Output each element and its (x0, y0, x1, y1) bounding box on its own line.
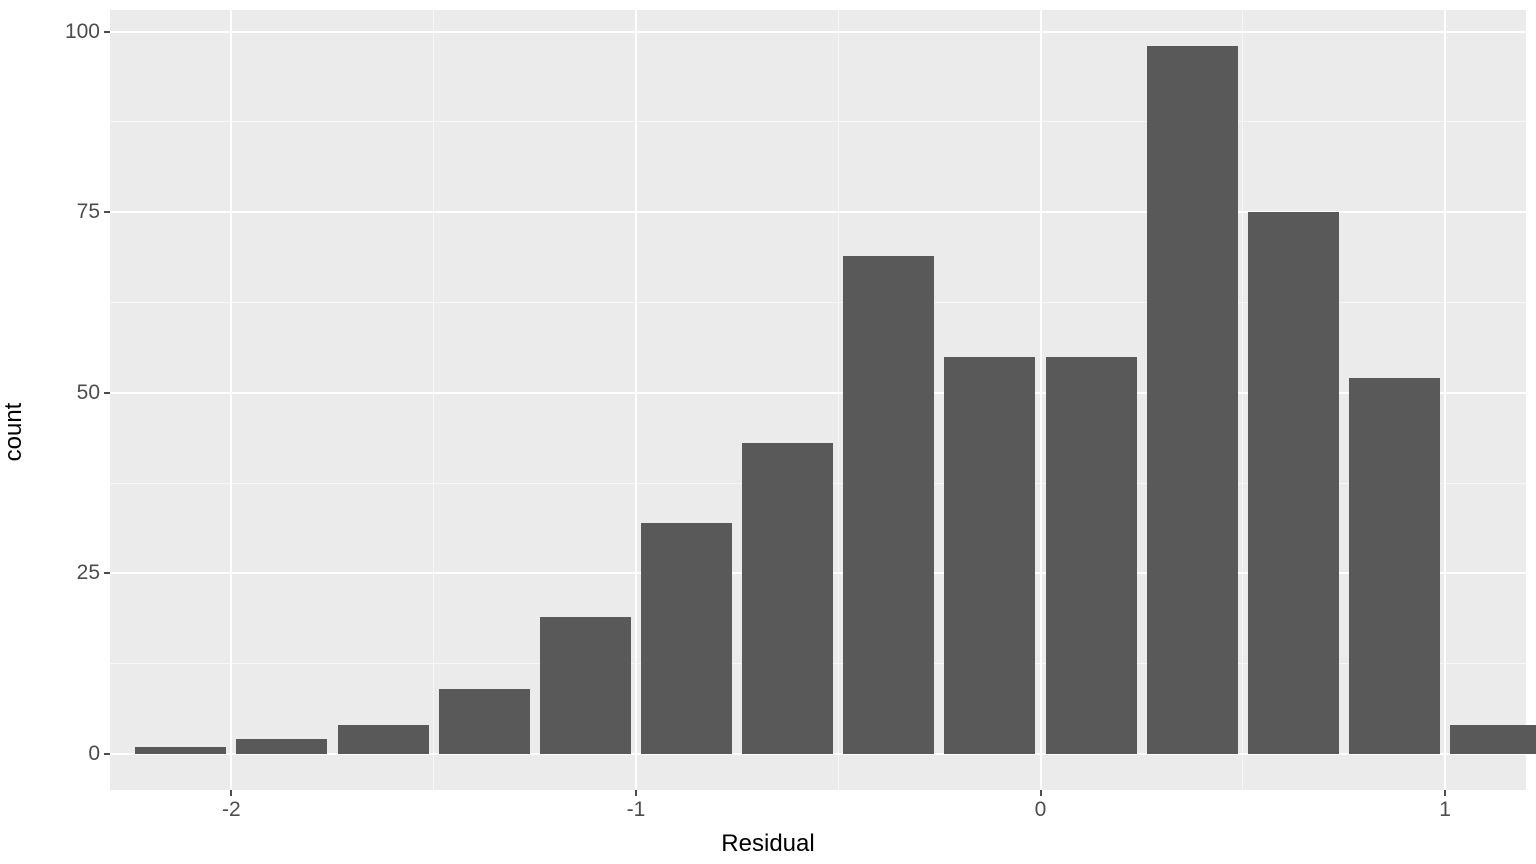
histogram-bar (1349, 378, 1440, 754)
y-tick-label: 50 (77, 381, 100, 405)
grid-minor-v (838, 10, 839, 790)
histogram-bar (338, 725, 429, 754)
y-tick-label: 100 (65, 20, 100, 44)
histogram-bar (944, 357, 1035, 754)
grid-minor-v (433, 10, 434, 790)
histogram-bar (843, 256, 934, 754)
y-tick-label: 75 (77, 200, 100, 224)
histogram-bar (439, 689, 530, 754)
x-tick (635, 790, 637, 796)
grid-major-v (230, 10, 232, 790)
grid-major-v (1040, 10, 1042, 790)
histogram-bar (1450, 725, 1536, 754)
y-tick-label: 0 (88, 742, 100, 766)
grid-minor-v (1242, 10, 1243, 790)
histogram-bar (742, 443, 833, 754)
x-tick-label: 1 (1439, 798, 1451, 822)
y-axis-label: count (0, 403, 28, 462)
histogram-bar (1147, 46, 1238, 754)
histogram-bar (1248, 212, 1339, 754)
histogram-bar (540, 617, 631, 754)
grid-major-h (110, 31, 1526, 33)
x-tick-label: -1 (627, 798, 646, 822)
grid-minor-h (110, 121, 1526, 122)
histogram-chart: count Residual 0 25 50 75 100 -2 -1 0 1 (0, 0, 1536, 864)
x-axis-label: Residual (721, 830, 814, 858)
y-tick (104, 572, 110, 574)
y-tick (104, 211, 110, 213)
grid-major-v (1444, 10, 1446, 790)
y-tick (104, 392, 110, 394)
y-tick-label: 25 (77, 561, 100, 585)
grid-major-v (635, 10, 637, 790)
x-tick-label: -2 (222, 798, 241, 822)
plot-panel (110, 10, 1526, 790)
x-tick (1040, 790, 1042, 796)
histogram-bar (236, 739, 327, 753)
histogram-bar (135, 747, 226, 754)
x-tick (1444, 790, 1446, 796)
x-tick (230, 790, 232, 796)
y-tick (104, 753, 110, 755)
histogram-bar (641, 523, 732, 754)
x-tick-label: 0 (1035, 798, 1047, 822)
histogram-bar (1046, 357, 1137, 754)
y-tick (104, 31, 110, 33)
